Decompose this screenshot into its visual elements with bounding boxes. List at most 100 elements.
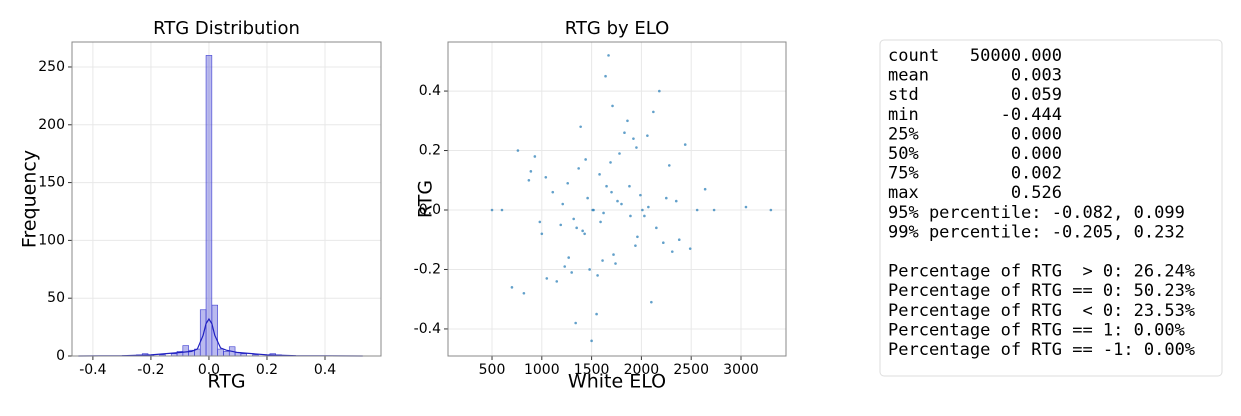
point bbox=[579, 125, 582, 129]
plot-area bbox=[72, 42, 381, 356]
y-tick-label: 250 bbox=[38, 59, 65, 75]
point bbox=[618, 152, 621, 155]
point bbox=[646, 134, 649, 137]
point bbox=[712, 208, 716, 212]
point bbox=[652, 110, 655, 114]
stats-line: Percentage of RTG == 1: 0.00% bbox=[888, 320, 1185, 340]
stats-line: 75% 0.002 bbox=[888, 164, 1062, 184]
plot-frame bbox=[447, 41, 787, 357]
point bbox=[629, 214, 632, 218]
point bbox=[602, 211, 605, 215]
point bbox=[664, 196, 668, 200]
point bbox=[636, 235, 639, 239]
point bbox=[527, 178, 531, 182]
point bbox=[516, 149, 520, 152]
y-tick-label: 0 bbox=[56, 348, 65, 364]
stats-line: 50% 0.000 bbox=[888, 144, 1062, 164]
point bbox=[658, 89, 661, 93]
x-tick-label: 3000 bbox=[723, 362, 759, 378]
stats-line: std 0.059 bbox=[888, 85, 1062, 105]
point bbox=[559, 223, 563, 227]
y-axis-label: RTG bbox=[415, 180, 437, 218]
point bbox=[604, 74, 607, 78]
point bbox=[583, 232, 586, 236]
point bbox=[563, 265, 567, 268]
point bbox=[588, 268, 591, 271]
point bbox=[598, 173, 601, 176]
point bbox=[545, 277, 549, 280]
kde-line bbox=[78, 317, 363, 357]
point bbox=[581, 229, 584, 233]
point bbox=[601, 259, 604, 262]
point bbox=[490, 208, 494, 212]
stats-line: Percentage of RTG == -1: 0.00% bbox=[888, 340, 1195, 360]
point bbox=[628, 184, 631, 188]
chart-title: RTG by ELO bbox=[565, 18, 670, 39]
x-axis-label: White ELO bbox=[568, 371, 666, 393]
chart-title: RTG Distribution bbox=[153, 18, 300, 39]
point bbox=[674, 199, 678, 203]
point bbox=[635, 146, 638, 149]
point bbox=[632, 137, 635, 140]
stats-line: count 50000.000 bbox=[888, 46, 1062, 66]
point bbox=[650, 300, 653, 304]
stats-box bbox=[879, 39, 1223, 377]
point bbox=[744, 205, 748, 209]
x-tick-label: 0.2 bbox=[256, 362, 278, 378]
point bbox=[572, 217, 575, 221]
point bbox=[544, 175, 548, 179]
point bbox=[561, 202, 565, 206]
point bbox=[566, 181, 570, 185]
point bbox=[599, 220, 602, 224]
bar bbox=[182, 345, 189, 357]
point bbox=[540, 232, 544, 236]
y-tick-label: -0.4 bbox=[414, 321, 441, 337]
point bbox=[596, 274, 599, 277]
x-tick-label: 0.4 bbox=[314, 362, 336, 378]
point bbox=[567, 256, 571, 259]
stats-line: 25% 0.000 bbox=[888, 124, 1062, 144]
stats-line: Percentage of RTG > 0: 26.24% bbox=[888, 262, 1195, 282]
point bbox=[639, 193, 642, 197]
point bbox=[538, 220, 542, 224]
y-tick-label: 50 bbox=[47, 290, 65, 306]
point bbox=[551, 190, 555, 194]
x-axis-label: RTG bbox=[207, 371, 245, 393]
x-tick-label: -0.2 bbox=[137, 362, 164, 378]
stats-line: max 0.526 bbox=[888, 183, 1062, 203]
point bbox=[529, 170, 533, 173]
point bbox=[670, 250, 674, 253]
x-tick-label: 0.0 bbox=[198, 362, 220, 378]
point bbox=[590, 339, 593, 343]
x-tick-label: 2500 bbox=[673, 362, 709, 378]
point bbox=[626, 119, 629, 123]
stats-line: 95% percentile: -0.082, 0.099 bbox=[888, 203, 1185, 223]
y-axis-label: Frequency bbox=[19, 150, 41, 248]
point bbox=[605, 184, 608, 188]
point bbox=[662, 241, 665, 245]
point bbox=[500, 208, 504, 212]
point bbox=[574, 321, 577, 325]
point bbox=[643, 214, 646, 218]
bar bbox=[223, 351, 230, 357]
bar bbox=[211, 304, 218, 357]
point bbox=[769, 208, 773, 212]
point bbox=[641, 208, 644, 212]
y-tick-label: 200 bbox=[38, 117, 65, 133]
plot-area bbox=[448, 42, 786, 356]
point bbox=[647, 205, 650, 209]
point bbox=[623, 131, 626, 134]
point bbox=[591, 208, 594, 212]
y-tick-label: 0.0 bbox=[419, 202, 441, 218]
point bbox=[634, 244, 637, 247]
point bbox=[695, 208, 699, 212]
point bbox=[577, 167, 580, 170]
point bbox=[575, 226, 578, 230]
point bbox=[611, 104, 614, 108]
point bbox=[607, 54, 610, 57]
point bbox=[595, 312, 598, 316]
x-tick-label: 1500 bbox=[574, 362, 610, 378]
point bbox=[655, 226, 658, 230]
x-tick-label: 500 bbox=[479, 362, 506, 378]
